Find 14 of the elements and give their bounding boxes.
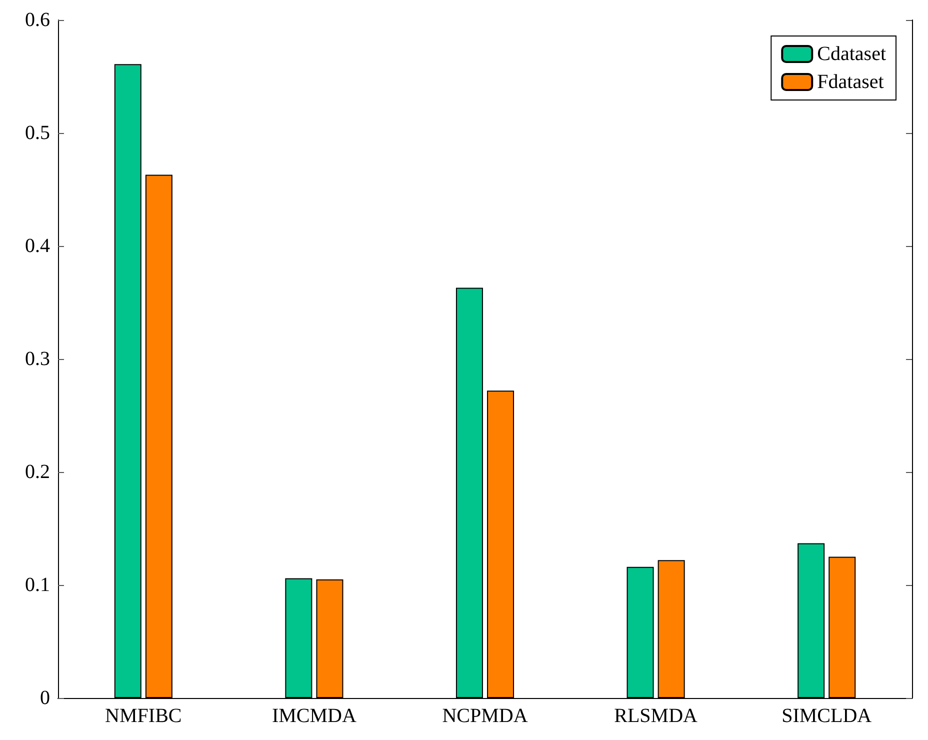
y-tick-label: 0.4 — [25, 235, 50, 257]
y-tick-label: 0.3 — [25, 348, 50, 370]
x-tick-label: SIMCLDA — [782, 705, 872, 727]
y-tick-label: 0 — [40, 687, 50, 709]
x-tick-label: NMFIBC — [105, 705, 182, 727]
legend-label: Fdataset — [817, 71, 884, 93]
y-tick-label: 0.2 — [25, 461, 50, 483]
legend-label: Cdataset — [817, 43, 886, 65]
x-tick-label: IMCMDA — [272, 705, 357, 727]
y-tick-label: 0.5 — [25, 122, 50, 144]
y-tick-label: 0.6 — [25, 9, 50, 31]
x-tick-label: NCPMDA — [442, 705, 528, 727]
y-tick-label: 0.1 — [25, 574, 50, 596]
x-tick-label: RLSMDA — [614, 705, 698, 727]
